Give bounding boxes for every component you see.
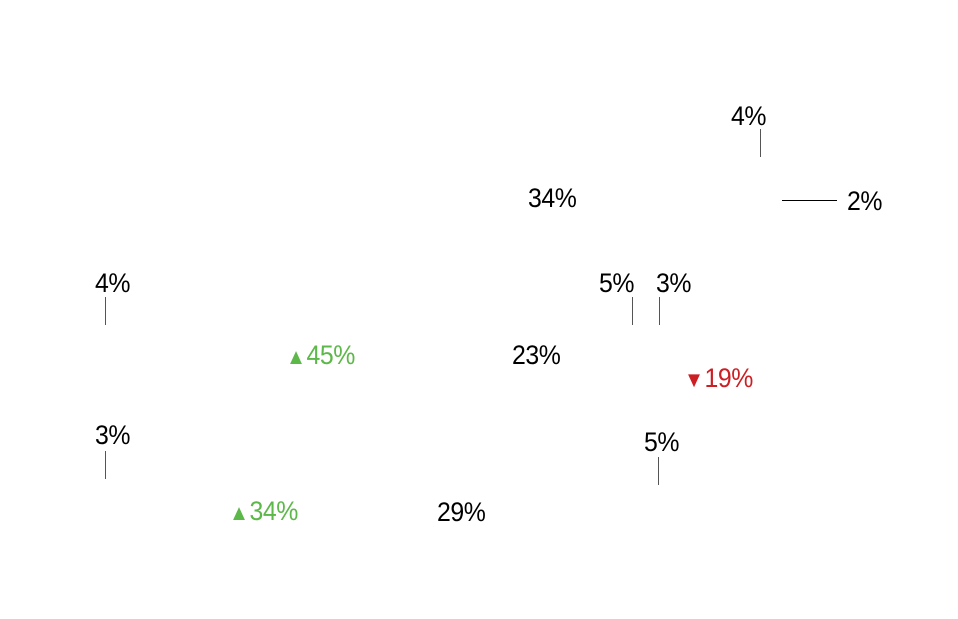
data-label: 34% bbox=[528, 183, 577, 213]
label-value: 5% bbox=[599, 268, 634, 298]
leader-line bbox=[105, 451, 106, 479]
data-label: ▲34% bbox=[229, 498, 298, 526]
label-value: 34% bbox=[249, 496, 298, 526]
triangle-up-icon: ▲ bbox=[229, 500, 249, 525]
data-label: ▼19% bbox=[684, 365, 753, 393]
leader-line bbox=[782, 200, 837, 201]
data-label: 4% bbox=[95, 270, 130, 297]
leader-line bbox=[760, 129, 761, 157]
data-label: 3% bbox=[656, 270, 691, 297]
triangle-up-icon: ▲ bbox=[286, 344, 306, 369]
data-label: 3% bbox=[95, 422, 130, 449]
leader-line bbox=[632, 297, 633, 325]
label-value: 23% bbox=[512, 340, 561, 370]
data-label: 23% bbox=[512, 340, 561, 370]
label-value: 2% bbox=[847, 186, 882, 216]
leader-line bbox=[658, 457, 659, 485]
label-value: 4% bbox=[95, 268, 130, 298]
label-value: 4% bbox=[731, 101, 766, 131]
data-label: 29% bbox=[437, 497, 486, 527]
label-value: 19% bbox=[704, 363, 753, 393]
data-label: 5% bbox=[599, 270, 634, 297]
data-label: 5% bbox=[644, 429, 679, 456]
leader-line bbox=[105, 297, 106, 325]
label-value: 3% bbox=[656, 268, 691, 298]
label-value: 34% bbox=[528, 183, 577, 213]
label-value: 5% bbox=[644, 427, 679, 457]
label-value: 45% bbox=[306, 340, 355, 370]
label-value: 29% bbox=[437, 497, 486, 527]
leader-line bbox=[659, 297, 660, 325]
label-value: 3% bbox=[95, 420, 130, 450]
data-label: ▲45% bbox=[286, 342, 355, 370]
data-label: 2% bbox=[847, 188, 882, 215]
triangle-down-icon: ▼ bbox=[684, 367, 704, 392]
data-label: 4% bbox=[731, 103, 766, 130]
